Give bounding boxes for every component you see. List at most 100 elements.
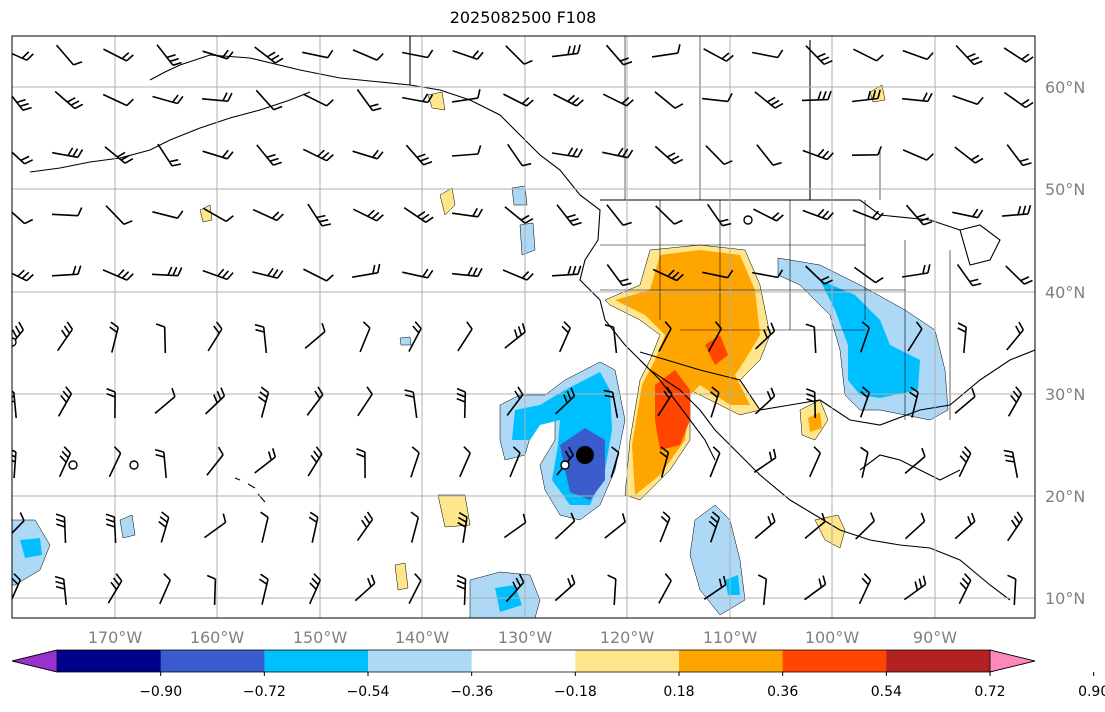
wind-barb <box>507 143 532 167</box>
wind-barb <box>57 386 73 417</box>
wind-barb <box>357 386 373 417</box>
wind-barb <box>307 203 332 227</box>
wind-barb <box>254 448 277 474</box>
lat-label: 40°N <box>1045 283 1085 302</box>
wind-barb <box>1003 47 1034 63</box>
wind-barb <box>952 94 984 106</box>
wind-barb <box>805 323 817 354</box>
wind-barb <box>902 92 933 103</box>
wind-barbs <box>12 44 1034 606</box>
wind-barb <box>102 93 134 107</box>
wind-barb <box>457 321 473 352</box>
wind-barb <box>503 513 527 539</box>
wind-barb <box>954 387 976 415</box>
wind-barb <box>158 511 170 543</box>
wind-barb <box>802 208 834 221</box>
wind-barb <box>55 513 67 544</box>
wind-barb <box>356 448 366 479</box>
wind-barb <box>203 207 234 223</box>
wind-barb <box>502 269 534 281</box>
wind-barb <box>302 93 334 107</box>
wind-barb <box>706 203 732 227</box>
wind-barb <box>802 148 834 161</box>
wind-barb <box>303 268 334 282</box>
wind-barb <box>757 574 768 605</box>
wind-barb <box>12 94 32 111</box>
wind-barb <box>859 386 871 418</box>
wind-barb <box>403 207 434 223</box>
wind-barb <box>804 575 827 601</box>
colorbar-tick-label: 0.36 <box>767 684 798 700</box>
wind-barb <box>955 44 983 66</box>
wind-barb <box>307 446 323 477</box>
wind-barb <box>51 265 82 277</box>
lon-label: 150°W <box>293 628 348 647</box>
wind-barb <box>958 446 972 478</box>
wind-barb <box>252 267 284 279</box>
wind-barb <box>159 573 171 605</box>
wind-barb <box>707 321 723 352</box>
colorbar-tick-label: −0.18 <box>554 684 597 700</box>
wind-barb <box>804 512 826 540</box>
baja <box>639 359 716 461</box>
wind-barb <box>459 446 471 478</box>
wind-barb <box>206 574 217 606</box>
wind-barb <box>654 145 684 165</box>
wind-barb <box>206 446 224 476</box>
wind-barb <box>503 93 534 107</box>
wind-barb <box>352 49 384 61</box>
wind-barb <box>954 512 976 540</box>
mexico-border <box>639 351 761 411</box>
lon-label: 170°W <box>88 628 143 647</box>
colorbar-tick-label: −0.90 <box>139 684 182 700</box>
wind-barb <box>108 446 122 478</box>
wind-barb <box>258 573 269 605</box>
negative-field-small-3 <box>119 514 136 539</box>
negative-field-west-core <box>20 538 42 558</box>
wind-barb <box>12 51 34 61</box>
wind-barb <box>902 149 934 161</box>
colorbar-bin <box>886 650 991 672</box>
wind-barb <box>602 147 634 159</box>
colorbar-bin <box>575 650 680 672</box>
wind-barb <box>302 49 334 59</box>
hawaii <box>234 477 266 503</box>
wind-barb <box>1003 91 1034 109</box>
wind-barb <box>356 511 374 542</box>
wind-barb <box>54 90 84 110</box>
wind-barb <box>806 388 817 419</box>
lat-label: 10°N <box>1045 589 1085 608</box>
wind-barb <box>551 265 582 277</box>
storm-center-marker <box>576 446 594 464</box>
wind-barb <box>1006 144 1032 167</box>
map-title: 2025082500 F108 <box>449 8 597 27</box>
wind-barb <box>308 511 319 543</box>
wind-barb <box>752 49 784 59</box>
wind-barb <box>654 91 684 109</box>
wind-barb <box>709 386 720 418</box>
wind-barb <box>457 512 468 543</box>
colorbar-bin <box>264 650 369 672</box>
wind-barb <box>801 90 832 102</box>
colorbar-tick-label: 0.90 <box>1078 684 1105 700</box>
lat-labels: 60°N 50°N 40°N 30°N 20°N 10°N <box>1045 78 1085 608</box>
colorbar-bin <box>160 650 265 672</box>
wind-barb <box>904 447 926 475</box>
wind-barb <box>659 511 671 543</box>
wind-barb <box>652 268 684 282</box>
wind-barb <box>105 205 133 226</box>
positive-field-small-1 <box>439 187 456 216</box>
wind-barb <box>402 49 434 59</box>
wind-barb <box>452 266 483 278</box>
wind-barb <box>957 322 967 353</box>
wind-barb <box>659 446 670 478</box>
lon-label: 120°W <box>600 628 655 647</box>
wind-barb <box>606 204 632 226</box>
wind-barb <box>651 44 681 58</box>
wind-barb <box>157 143 182 167</box>
wind-barb <box>902 49 934 61</box>
negative-field-small-4 <box>399 336 412 346</box>
wind-barb <box>55 44 83 66</box>
wind-barb <box>752 269 784 279</box>
wind-barb <box>356 89 382 112</box>
